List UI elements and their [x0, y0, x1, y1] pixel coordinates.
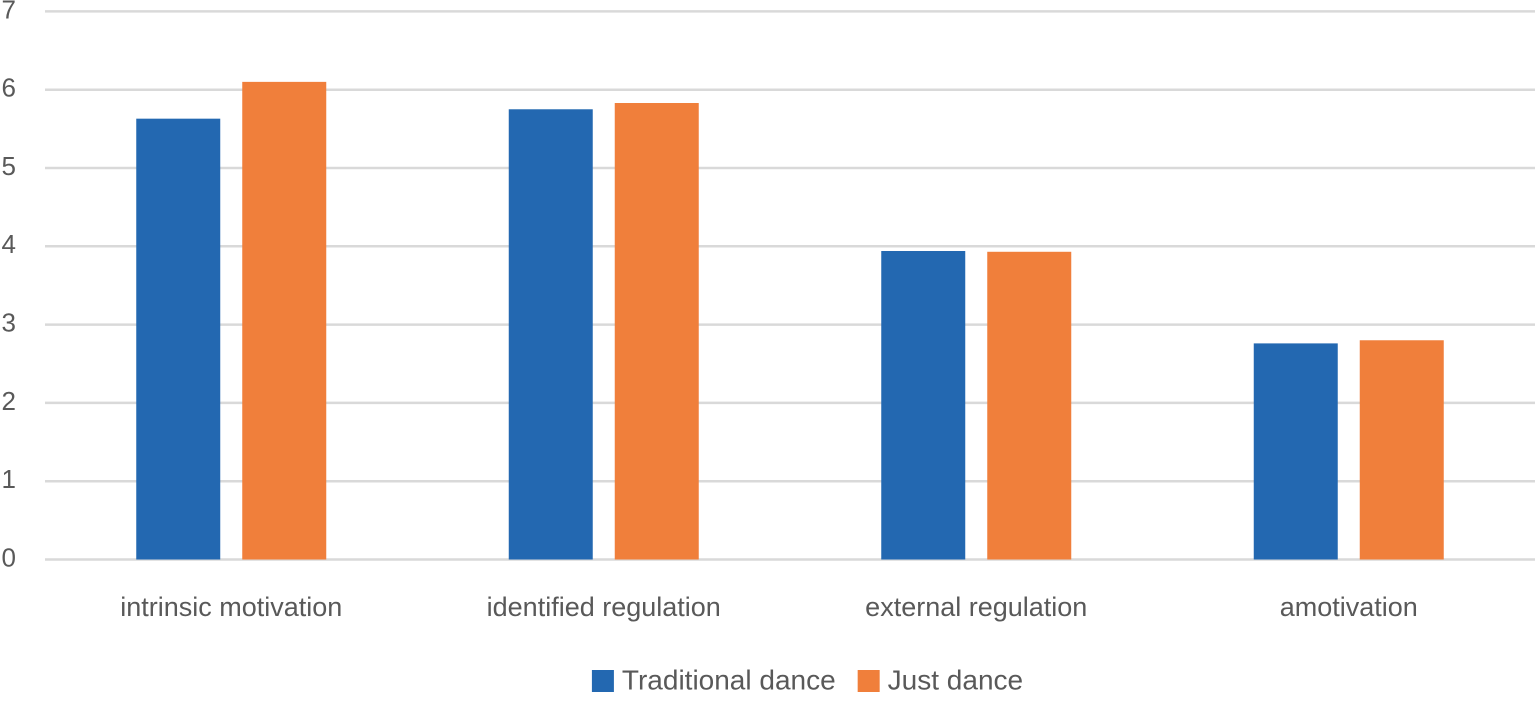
- bar-traditional-dance-intrinsic-motivation: [136, 118, 221, 560]
- y-tick-label-5: 5: [2, 151, 16, 181]
- legend-label: Traditional dance: [622, 664, 836, 695]
- y-tick-label-4: 4: [2, 229, 16, 259]
- y-tick-label-0: 0: [2, 542, 16, 572]
- category-label-external-regulation: external regulation: [865, 592, 1087, 622]
- bar-just-dance-identified-regulation: [614, 103, 699, 560]
- legend-label: Just dance: [888, 664, 1023, 695]
- bar-just-dance-amotivation: [1359, 340, 1444, 560]
- bar-traditional-dance-identified-regulation: [508, 109, 593, 560]
- y-tick-label-6: 6: [2, 73, 16, 103]
- y-tick-label-7: 7: [2, 0, 16, 24]
- legend-swatch: [857, 670, 880, 692]
- bars: [136, 81, 1444, 560]
- y-tick-label-1: 1: [2, 464, 16, 494]
- y-axis-tick-labels: 0 1 2 3 4 5 6 7: [2, 0, 16, 572]
- category-label-intrinsic-motivation: intrinsic motivation: [120, 592, 342, 622]
- legend-item-just-dance: Just dance: [857, 664, 1023, 695]
- bar-traditional-dance-amotivation: [1253, 343, 1338, 560]
- y-tick-label-3: 3: [2, 307, 16, 337]
- x-axis-category-labels: intrinsic motivation identified regulatio…: [120, 592, 1418, 622]
- bar-traditional-dance-external-regulation: [881, 250, 966, 560]
- category-label-amotivation: amotivation: [1280, 592, 1418, 622]
- bar-just-dance-external-regulation: [987, 251, 1072, 560]
- bar-just-dance-intrinsic-motivation: [242, 81, 327, 560]
- category-label-identified-regulation: identified regulation: [487, 592, 721, 622]
- y-tick-label-2: 2: [2, 386, 16, 416]
- legend-item-traditional-dance: Traditional dance: [591, 664, 836, 695]
- legend: Traditional dance Just dance: [591, 664, 1023, 695]
- legend-swatch: [591, 670, 614, 692]
